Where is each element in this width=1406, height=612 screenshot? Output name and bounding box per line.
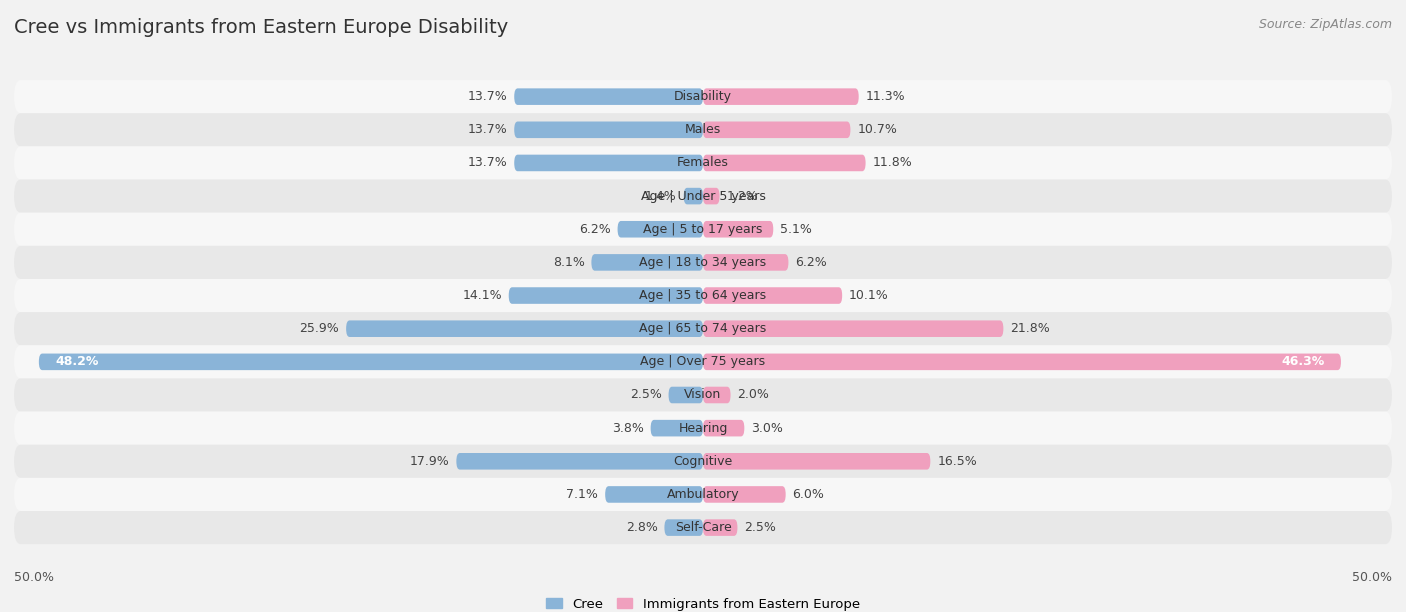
Text: 11.3%: 11.3%: [866, 90, 905, 103]
Text: 13.7%: 13.7%: [468, 123, 508, 136]
Text: 6.0%: 6.0%: [793, 488, 824, 501]
Text: 2.0%: 2.0%: [738, 389, 769, 401]
Text: 2.5%: 2.5%: [630, 389, 662, 401]
Text: Disability: Disability: [673, 90, 733, 103]
Text: Age | 65 to 74 years: Age | 65 to 74 years: [640, 322, 766, 335]
Text: Age | 5 to 17 years: Age | 5 to 17 years: [644, 223, 762, 236]
FancyBboxPatch shape: [703, 155, 866, 171]
FancyBboxPatch shape: [14, 80, 1392, 113]
Text: 7.1%: 7.1%: [567, 488, 599, 501]
Text: Males: Males: [685, 123, 721, 136]
FancyBboxPatch shape: [14, 378, 1392, 412]
FancyBboxPatch shape: [14, 146, 1392, 179]
FancyBboxPatch shape: [14, 445, 1392, 478]
FancyBboxPatch shape: [515, 155, 703, 171]
FancyBboxPatch shape: [703, 188, 720, 204]
Text: 17.9%: 17.9%: [409, 455, 450, 468]
Text: 8.1%: 8.1%: [553, 256, 585, 269]
FancyBboxPatch shape: [592, 254, 703, 271]
FancyBboxPatch shape: [703, 122, 851, 138]
Text: 2.5%: 2.5%: [744, 521, 776, 534]
Text: 10.7%: 10.7%: [858, 123, 897, 136]
FancyBboxPatch shape: [703, 420, 744, 436]
Text: 13.7%: 13.7%: [468, 157, 508, 170]
FancyBboxPatch shape: [14, 478, 1392, 511]
FancyBboxPatch shape: [617, 221, 703, 237]
Text: 13.7%: 13.7%: [468, 90, 508, 103]
Text: Cognitive: Cognitive: [673, 455, 733, 468]
Text: Cree vs Immigrants from Eastern Europe Disability: Cree vs Immigrants from Eastern Europe D…: [14, 18, 509, 37]
FancyBboxPatch shape: [14, 113, 1392, 146]
Text: Vision: Vision: [685, 389, 721, 401]
FancyBboxPatch shape: [703, 88, 859, 105]
FancyBboxPatch shape: [39, 354, 703, 370]
FancyBboxPatch shape: [703, 221, 773, 237]
Text: Females: Females: [678, 157, 728, 170]
Text: 3.8%: 3.8%: [612, 422, 644, 435]
FancyBboxPatch shape: [665, 520, 703, 536]
FancyBboxPatch shape: [346, 321, 703, 337]
FancyBboxPatch shape: [14, 246, 1392, 279]
FancyBboxPatch shape: [14, 511, 1392, 544]
Text: 25.9%: 25.9%: [299, 322, 339, 335]
Text: 16.5%: 16.5%: [938, 455, 977, 468]
FancyBboxPatch shape: [703, 453, 931, 469]
Text: 1.2%: 1.2%: [727, 190, 758, 203]
Text: Self-Care: Self-Care: [675, 521, 731, 534]
Text: 14.1%: 14.1%: [463, 289, 502, 302]
Text: Source: ZipAtlas.com: Source: ZipAtlas.com: [1258, 18, 1392, 31]
FancyBboxPatch shape: [703, 520, 738, 536]
FancyBboxPatch shape: [457, 453, 703, 469]
Text: 50.0%: 50.0%: [14, 571, 53, 584]
Text: Hearing: Hearing: [678, 422, 728, 435]
Text: Age | Over 75 years: Age | Over 75 years: [641, 356, 765, 368]
Text: Age | 35 to 64 years: Age | 35 to 64 years: [640, 289, 766, 302]
Text: Ambulatory: Ambulatory: [666, 488, 740, 501]
FancyBboxPatch shape: [703, 254, 789, 271]
FancyBboxPatch shape: [703, 321, 1004, 337]
FancyBboxPatch shape: [515, 88, 703, 105]
Text: 50.0%: 50.0%: [1353, 571, 1392, 584]
Text: 6.2%: 6.2%: [796, 256, 827, 269]
FancyBboxPatch shape: [703, 486, 786, 502]
Text: Age | Under 5 years: Age | Under 5 years: [641, 190, 765, 203]
FancyBboxPatch shape: [669, 387, 703, 403]
FancyBboxPatch shape: [14, 412, 1392, 445]
Text: 46.3%: 46.3%: [1281, 356, 1324, 368]
Text: 11.8%: 11.8%: [873, 157, 912, 170]
FancyBboxPatch shape: [14, 179, 1392, 213]
FancyBboxPatch shape: [14, 213, 1392, 246]
FancyBboxPatch shape: [515, 122, 703, 138]
Text: 1.4%: 1.4%: [645, 190, 676, 203]
FancyBboxPatch shape: [703, 387, 731, 403]
FancyBboxPatch shape: [509, 287, 703, 304]
Text: 3.0%: 3.0%: [751, 422, 783, 435]
Text: 2.8%: 2.8%: [626, 521, 658, 534]
Text: Age | 18 to 34 years: Age | 18 to 34 years: [640, 256, 766, 269]
Text: 21.8%: 21.8%: [1011, 322, 1050, 335]
FancyBboxPatch shape: [14, 345, 1392, 378]
Text: 10.1%: 10.1%: [849, 289, 889, 302]
FancyBboxPatch shape: [14, 312, 1392, 345]
Legend: Cree, Immigrants from Eastern Europe: Cree, Immigrants from Eastern Europe: [541, 592, 865, 612]
FancyBboxPatch shape: [703, 287, 842, 304]
Text: 48.2%: 48.2%: [55, 356, 98, 368]
FancyBboxPatch shape: [14, 279, 1392, 312]
FancyBboxPatch shape: [703, 354, 1341, 370]
FancyBboxPatch shape: [651, 420, 703, 436]
Text: 6.2%: 6.2%: [579, 223, 610, 236]
Text: 5.1%: 5.1%: [780, 223, 813, 236]
FancyBboxPatch shape: [683, 188, 703, 204]
FancyBboxPatch shape: [605, 486, 703, 502]
